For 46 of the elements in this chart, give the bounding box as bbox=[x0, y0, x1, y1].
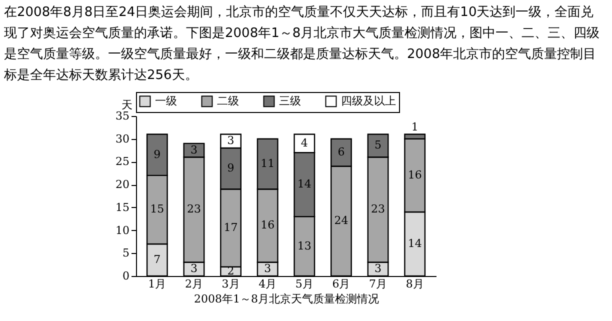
data-label: 3 bbox=[227, 134, 234, 148]
y-tick-label: 10 bbox=[116, 224, 130, 237]
x-tick-label: 4月 bbox=[258, 278, 277, 290]
data-label: 16 bbox=[408, 168, 422, 182]
x-tick-label: 2月 bbox=[184, 278, 203, 290]
data-label: 9 bbox=[154, 148, 161, 161]
chart-title: 在2008年8月8日至24日奥运会期间，北京市的空气质量不仅天天达标，而且有10天达到一级，全面兑现了对奥运会空气质量的承诺。下图是2008年1～8月北京市大气质量检测情况，图中一、二、三、四级是空气质量等级。一级空气质量最好，一级和二级都是质量达标天气。2008年北京市的空气质量控制目标是全年达标天数累计达256天。 bbox=[3, 4, 601, 85]
data-label: 23 bbox=[186, 202, 201, 216]
data-label: 14 bbox=[297, 178, 312, 191]
y-tick-label: 15 bbox=[116, 200, 130, 214]
x-tick-label: 3月 bbox=[222, 278, 240, 290]
data-label: 9 bbox=[227, 162, 234, 175]
legend-label: 四级及以上 bbox=[341, 94, 396, 108]
data-label: 14 bbox=[408, 237, 422, 250]
x-tick-label: 5月 bbox=[295, 278, 314, 290]
data-label: 13 bbox=[297, 239, 312, 252]
y-tick-label: 25 bbox=[116, 155, 130, 168]
data-label: 7 bbox=[154, 253, 161, 266]
y-tick-label: 20 bbox=[116, 178, 130, 192]
data-label: 16 bbox=[260, 218, 275, 232]
legend-label: 三级 bbox=[279, 94, 301, 108]
legend-label: 二级 bbox=[217, 94, 239, 108]
data-label: 1 bbox=[411, 120, 418, 134]
y-axis-title: 天 bbox=[122, 98, 132, 112]
y-tick-label: 30 bbox=[116, 132, 130, 146]
data-label: 3 bbox=[190, 143, 198, 156]
data-label: 15 bbox=[150, 202, 164, 216]
data-label: 5 bbox=[374, 138, 382, 152]
legend-label: 一级 bbox=[155, 94, 177, 108]
y-tick-label: 35 bbox=[116, 110, 130, 122]
data-label: 23 bbox=[371, 202, 386, 216]
x-tick-label: 6月 bbox=[332, 278, 350, 290]
data-label: 3 bbox=[264, 262, 272, 276]
data-label: 3 bbox=[374, 262, 382, 276]
data-label: 6 bbox=[338, 146, 345, 159]
data-label: 24 bbox=[334, 214, 348, 228]
data-label: 4 bbox=[300, 136, 308, 150]
x-tick-label: 1月 bbox=[148, 278, 166, 290]
x-tick-label: 7月 bbox=[369, 278, 388, 290]
data-label: 17 bbox=[224, 221, 238, 234]
x-axis-title: 2008年1～8月北京天气质量检测情况 bbox=[194, 292, 379, 306]
x-tick-label: 8月 bbox=[406, 278, 424, 290]
y-tick-label: 5 bbox=[122, 246, 130, 260]
data-label: 3 bbox=[190, 262, 198, 276]
y-tick-label: 0 bbox=[122, 270, 130, 282]
data-label: 11 bbox=[260, 157, 275, 170]
